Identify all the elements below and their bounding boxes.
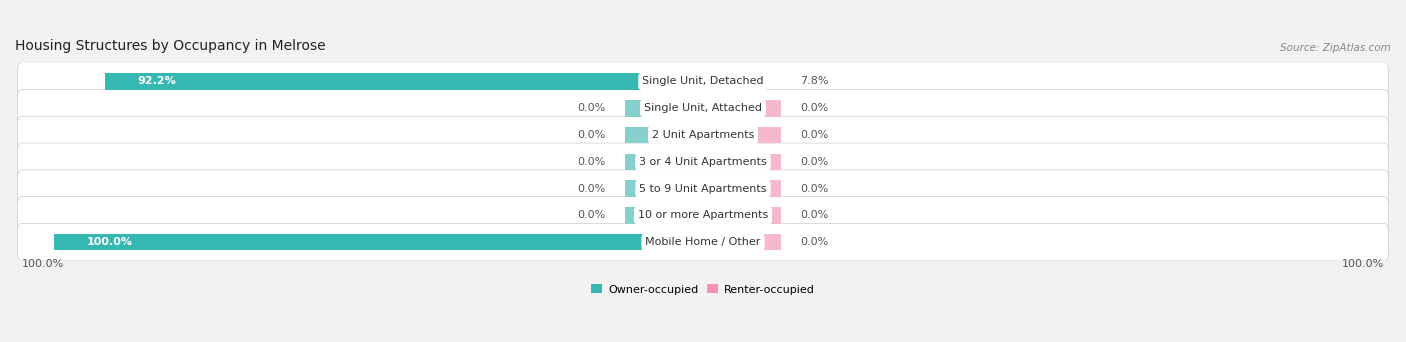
Text: 0.0%: 0.0% (578, 103, 606, 113)
Text: 92.2%: 92.2% (136, 77, 176, 87)
Text: 5 to 9 Unit Apartments: 5 to 9 Unit Apartments (640, 184, 766, 194)
FancyBboxPatch shape (18, 143, 1388, 181)
Text: 0.0%: 0.0% (578, 184, 606, 194)
Text: 0.0%: 0.0% (578, 130, 606, 140)
Text: 100.0%: 100.0% (21, 259, 63, 269)
Text: 10 or more Apartments: 10 or more Apartments (638, 210, 768, 220)
FancyBboxPatch shape (18, 116, 1388, 154)
Bar (703, 207, 780, 224)
FancyBboxPatch shape (18, 90, 1388, 127)
Bar (703, 154, 780, 170)
Text: 0.0%: 0.0% (800, 130, 828, 140)
Text: 0.0%: 0.0% (800, 210, 828, 220)
Bar (703, 127, 780, 143)
Text: 0.0%: 0.0% (578, 157, 606, 167)
Bar (703, 234, 780, 250)
Text: 3 or 4 Unit Apartments: 3 or 4 Unit Apartments (640, 157, 766, 167)
Bar (703, 73, 754, 90)
Text: 0.0%: 0.0% (800, 237, 828, 247)
Bar (626, 100, 703, 117)
Bar (626, 127, 703, 143)
Bar (626, 154, 703, 170)
Bar (703, 180, 780, 197)
Bar (703, 100, 780, 117)
Text: 100.0%: 100.0% (1343, 259, 1385, 269)
Bar (104, 73, 703, 90)
Bar (626, 207, 703, 224)
FancyBboxPatch shape (18, 63, 1388, 100)
Text: 0.0%: 0.0% (800, 157, 828, 167)
Text: Source: ZipAtlas.com: Source: ZipAtlas.com (1281, 43, 1391, 53)
FancyBboxPatch shape (18, 170, 1388, 207)
Text: 0.0%: 0.0% (800, 103, 828, 113)
Text: Mobile Home / Other: Mobile Home / Other (645, 237, 761, 247)
Text: 0.0%: 0.0% (578, 210, 606, 220)
Text: Housing Structures by Occupancy in Melrose: Housing Structures by Occupancy in Melro… (15, 39, 326, 53)
Bar (53, 234, 703, 250)
Text: Single Unit, Attached: Single Unit, Attached (644, 103, 762, 113)
Text: 0.0%: 0.0% (800, 184, 828, 194)
Text: 2 Unit Apartments: 2 Unit Apartments (652, 130, 754, 140)
FancyBboxPatch shape (18, 223, 1388, 261)
FancyBboxPatch shape (18, 197, 1388, 234)
Legend: Owner-occupied, Renter-occupied: Owner-occupied, Renter-occupied (586, 280, 820, 299)
Text: 100.0%: 100.0% (86, 237, 132, 247)
Bar (626, 180, 703, 197)
Text: 7.8%: 7.8% (800, 77, 830, 87)
Text: Single Unit, Detached: Single Unit, Detached (643, 77, 763, 87)
